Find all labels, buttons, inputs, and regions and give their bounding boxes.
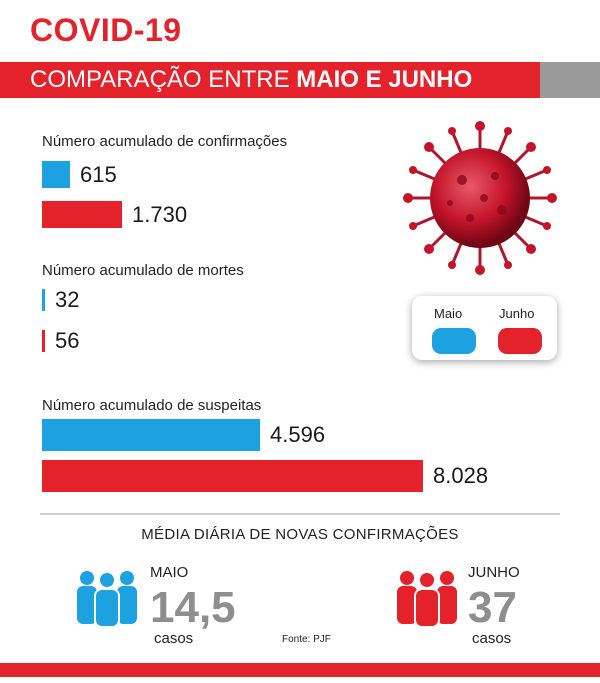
people-icon-junho [397,571,457,628]
bar-maio [42,161,70,188]
bar-junho [42,330,45,352]
subtitle-prefix: COMPARAÇÃO ENTRE [30,66,297,93]
group-label: Número acumulado de confirmações [42,133,288,150]
bar-junho [42,460,423,492]
page-subtitle: COMPARAÇÃO ENTRE MAIO E JUNHO [30,64,472,96]
legend-label-junho: Junho [499,306,535,321]
bar-junho [42,201,122,228]
page-title: COVID-19 [30,12,182,48]
data-label-junho: 1.730 [132,201,188,227]
media-value-maio: 14,5 [150,583,236,632]
bar-maio [42,419,260,451]
source-note: Fonte: PJF [282,634,331,645]
legend-label-maio: Maio [434,306,463,321]
subtitle-banner [0,62,540,98]
media-value-junho: 37 [468,583,517,632]
data-label-junho: 56 [55,328,80,353]
legend-swatch-junho [498,328,542,354]
media-title: MÉDIA DIÁRIA DE NOVAS CONFIRMAÇÕES [141,526,459,543]
bar-maio [42,289,45,311]
legend: Maio Junho [412,296,557,360]
group-label: Número acumulado de mortes [42,262,244,279]
banner-grey-block [540,62,600,98]
data-label-maio: 615 [80,161,117,187]
divider [40,513,560,515]
subtitle-bold: MAIO E JUNHO [296,66,473,93]
group-label: Número acumulado de suspeitas [42,397,262,414]
virus-icon [403,121,557,275]
data-label-junho: 8.028 [433,463,489,488]
media-month-junho: JUNHO [468,564,520,581]
bottom-bar [0,663,600,677]
media-month-maio: MAIO [150,564,189,581]
media-unit-junho: casos [472,630,512,647]
legend-swatch-maio [432,328,476,354]
people-icon-maio [77,571,137,628]
media-unit-maio: casos [154,630,194,647]
data-label-maio: 4.596 [270,422,326,447]
data-label-maio: 32 [55,287,80,312]
